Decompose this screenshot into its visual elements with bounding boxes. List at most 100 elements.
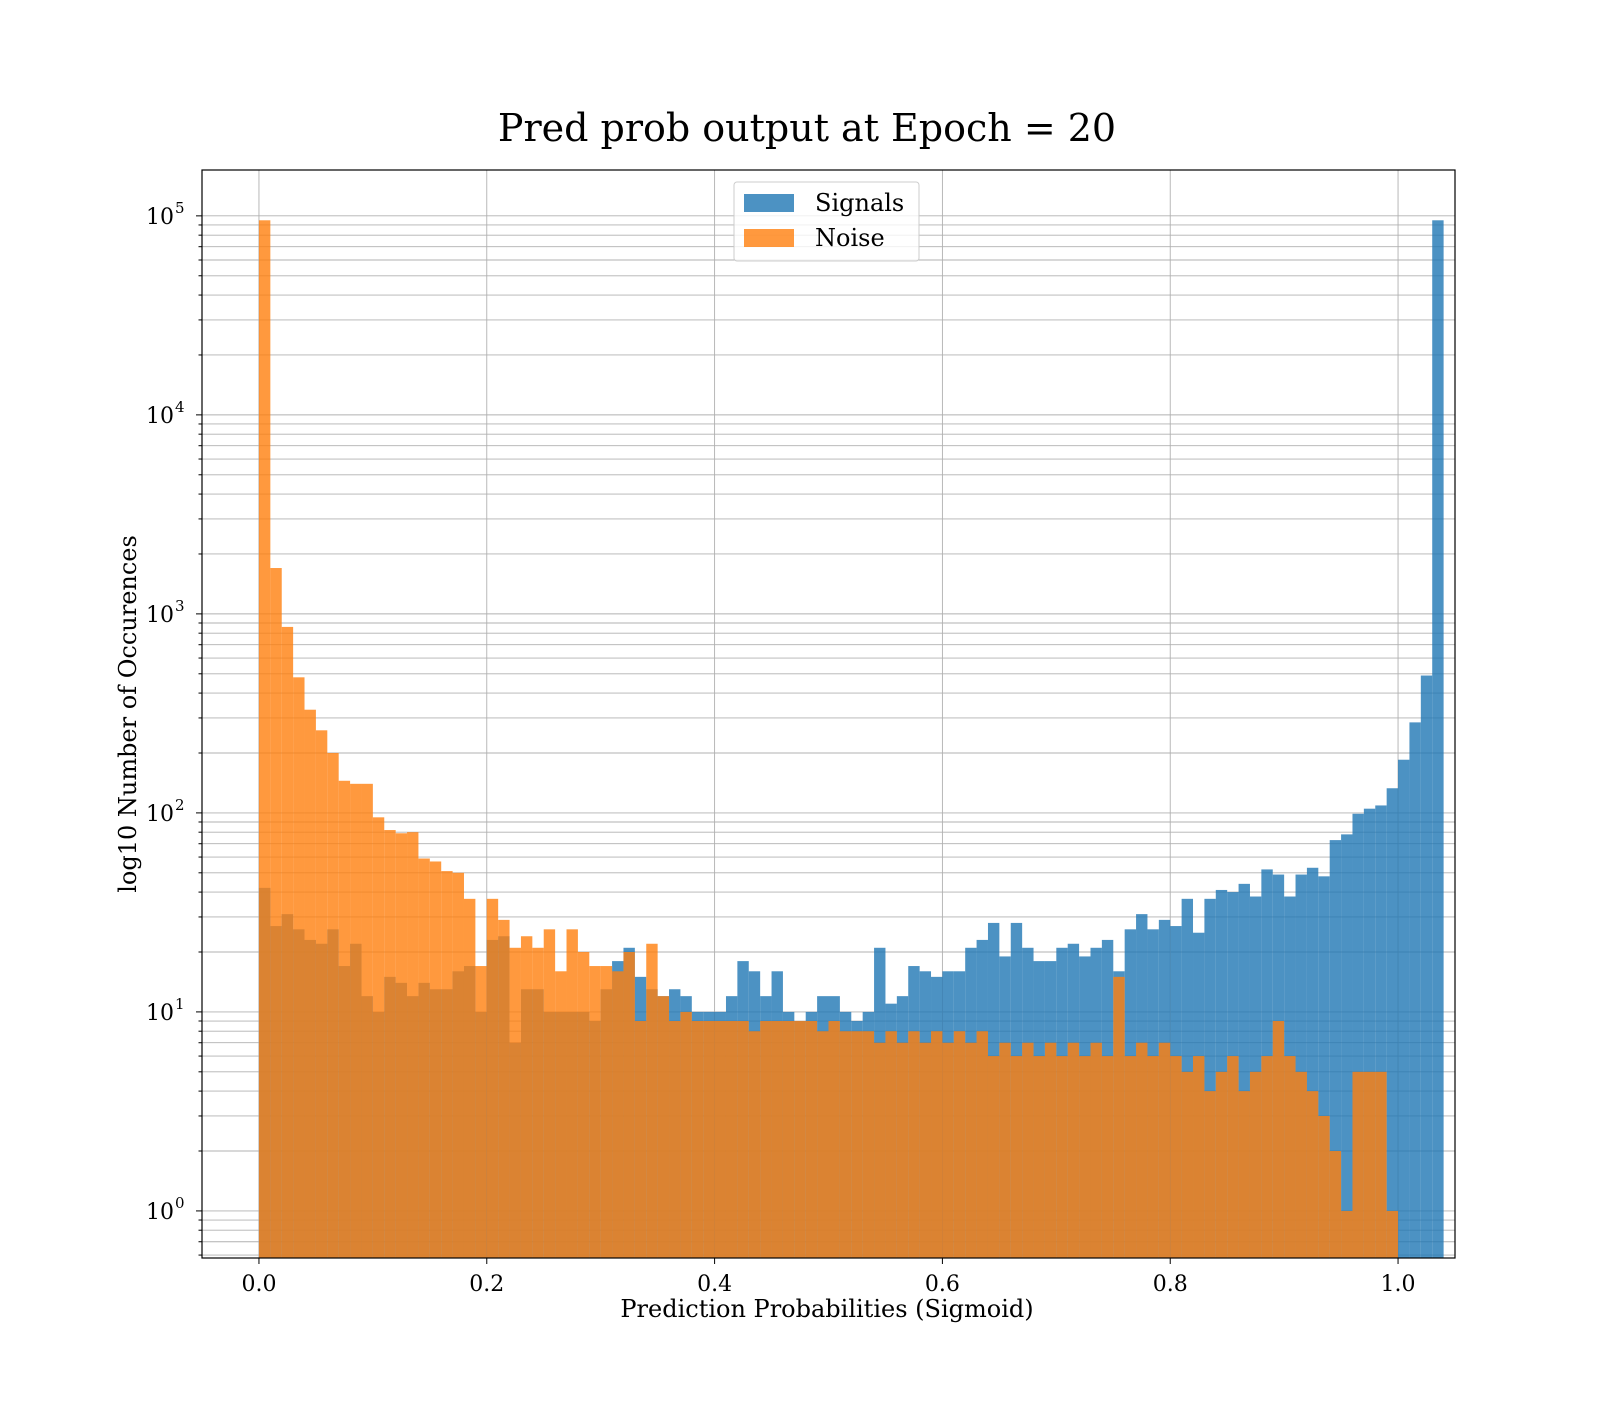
noise-bar bbox=[1124, 1056, 1137, 1258]
noise-bar bbox=[1158, 1042, 1171, 1258]
noise-bar bbox=[566, 929, 578, 1258]
noise-bar bbox=[1363, 1071, 1376, 1258]
noise-bar bbox=[1067, 1042, 1080, 1258]
noise-bar bbox=[304, 709, 316, 1258]
noise-bar bbox=[931, 1031, 943, 1258]
noise-bar bbox=[1090, 1042, 1102, 1258]
chart-title: Pred prob output at Epoch = 20 bbox=[498, 106, 1116, 150]
noise-bar bbox=[1204, 1091, 1216, 1258]
noise-bar bbox=[828, 1021, 840, 1258]
y-tick-exponent: 5 bbox=[175, 199, 185, 217]
legend-swatch-signals bbox=[744, 194, 794, 212]
noise-bar bbox=[1272, 1021, 1285, 1258]
noise-bar bbox=[942, 1042, 954, 1258]
signals-bar bbox=[1204, 898, 1216, 1258]
signals-bar bbox=[1432, 220, 1444, 1258]
legend-label-noise: Noise bbox=[815, 224, 885, 252]
noise-bar bbox=[794, 1021, 806, 1258]
y-tick-exponent: 1 bbox=[175, 995, 185, 1013]
noise-bar bbox=[600, 966, 613, 1258]
noise-bar bbox=[1341, 1210, 1353, 1258]
y-tick-exponent: 0 bbox=[175, 1194, 185, 1212]
noise-bar bbox=[1056, 1056, 1068, 1258]
noise-bar bbox=[737, 1021, 749, 1258]
signals-bar bbox=[1352, 813, 1364, 1258]
noise-bar bbox=[999, 1042, 1011, 1258]
noise-bar bbox=[1101, 1056, 1114, 1258]
noise-bar bbox=[532, 947, 544, 1258]
noise-bar bbox=[862, 1031, 875, 1258]
noise-bar bbox=[919, 1042, 932, 1258]
noise-bar bbox=[646, 943, 658, 1258]
noise-bar bbox=[1113, 976, 1125, 1258]
y-tick-exponent: 3 bbox=[175, 597, 185, 615]
noise-bar bbox=[327, 752, 339, 1258]
noise-bar bbox=[1238, 1091, 1250, 1258]
noise-bar bbox=[965, 1042, 977, 1258]
y-tick-label: 10 bbox=[146, 404, 174, 429]
noise-bar bbox=[1147, 1056, 1159, 1258]
signals-bar bbox=[1341, 834, 1353, 1258]
signals-bar bbox=[1420, 675, 1433, 1258]
signals-bar bbox=[1409, 722, 1421, 1258]
noise-bar bbox=[634, 1021, 647, 1258]
y-tick-exponent: 2 bbox=[175, 796, 185, 814]
y-tick-label: 10 bbox=[146, 603, 174, 628]
legend-swatch-noise bbox=[744, 229, 794, 247]
noise-bar bbox=[372, 817, 385, 1258]
noise-bar bbox=[1318, 1115, 1330, 1258]
noise-bar bbox=[270, 568, 282, 1258]
noise-bar bbox=[714, 1021, 726, 1258]
noise-bar bbox=[691, 1021, 704, 1258]
noise-bar bbox=[1044, 1042, 1057, 1258]
noise-bar bbox=[1375, 1071, 1387, 1258]
legend: Signals Noise bbox=[733, 181, 920, 262]
noise-bar bbox=[555, 971, 567, 1258]
noise-bar bbox=[281, 626, 294, 1258]
x-tick-label: 0.0 bbox=[241, 1272, 276, 1297]
noise-bar bbox=[418, 858, 430, 1258]
noise-bar bbox=[953, 1031, 966, 1258]
noise-bar bbox=[851, 1031, 863, 1258]
noise-bar bbox=[1284, 1056, 1296, 1258]
noise-bar bbox=[1249, 1071, 1262, 1258]
noise-bar bbox=[441, 871, 453, 1258]
noise-bar bbox=[452, 872, 464, 1258]
series-noise bbox=[258, 220, 1399, 1258]
noise-bar bbox=[509, 947, 521, 1258]
signals-bar bbox=[1375, 805, 1387, 1258]
noise-bar bbox=[1227, 1056, 1239, 1258]
noise-bar bbox=[1193, 1056, 1205, 1258]
x-tick-label: 0.2 bbox=[469, 1272, 504, 1297]
noise-bar bbox=[498, 919, 510, 1258]
noise-bar bbox=[1306, 1091, 1319, 1258]
noise-bar bbox=[748, 1031, 761, 1258]
signals-bar bbox=[1238, 883, 1250, 1258]
noise-bar bbox=[817, 1031, 829, 1258]
noise-bar bbox=[760, 1021, 772, 1258]
noise-bar bbox=[384, 830, 396, 1258]
histogram-bars bbox=[258, 220, 1444, 1258]
noise-bar bbox=[475, 966, 487, 1258]
noise-bar bbox=[1329, 1151, 1342, 1258]
noise-bar bbox=[315, 730, 328, 1258]
y-tick-exponent: 4 bbox=[175, 398, 185, 416]
noise-bar bbox=[680, 1011, 692, 1258]
y-tick-label: 10 bbox=[146, 1001, 174, 1026]
noise-bar bbox=[805, 1021, 818, 1258]
noise-bar bbox=[703, 1021, 715, 1258]
y-tick-label: 10 bbox=[146, 205, 174, 230]
noise-bar bbox=[1079, 1056, 1091, 1258]
noise-bar bbox=[987, 1056, 1000, 1258]
signals-bar bbox=[1306, 867, 1319, 1258]
noise-bar bbox=[669, 1021, 681, 1258]
noise-bar bbox=[395, 833, 408, 1258]
noise-bar bbox=[908, 1031, 920, 1258]
x-axis-label: Prediction Probabilities (Sigmoid) bbox=[620, 1295, 1033, 1323]
signals-bar bbox=[1386, 788, 1399, 1258]
plot-area-frame bbox=[201, 169, 1456, 1259]
signals-bar bbox=[1295, 874, 1307, 1258]
x-tick-label: 0.8 bbox=[1153, 1272, 1188, 1297]
